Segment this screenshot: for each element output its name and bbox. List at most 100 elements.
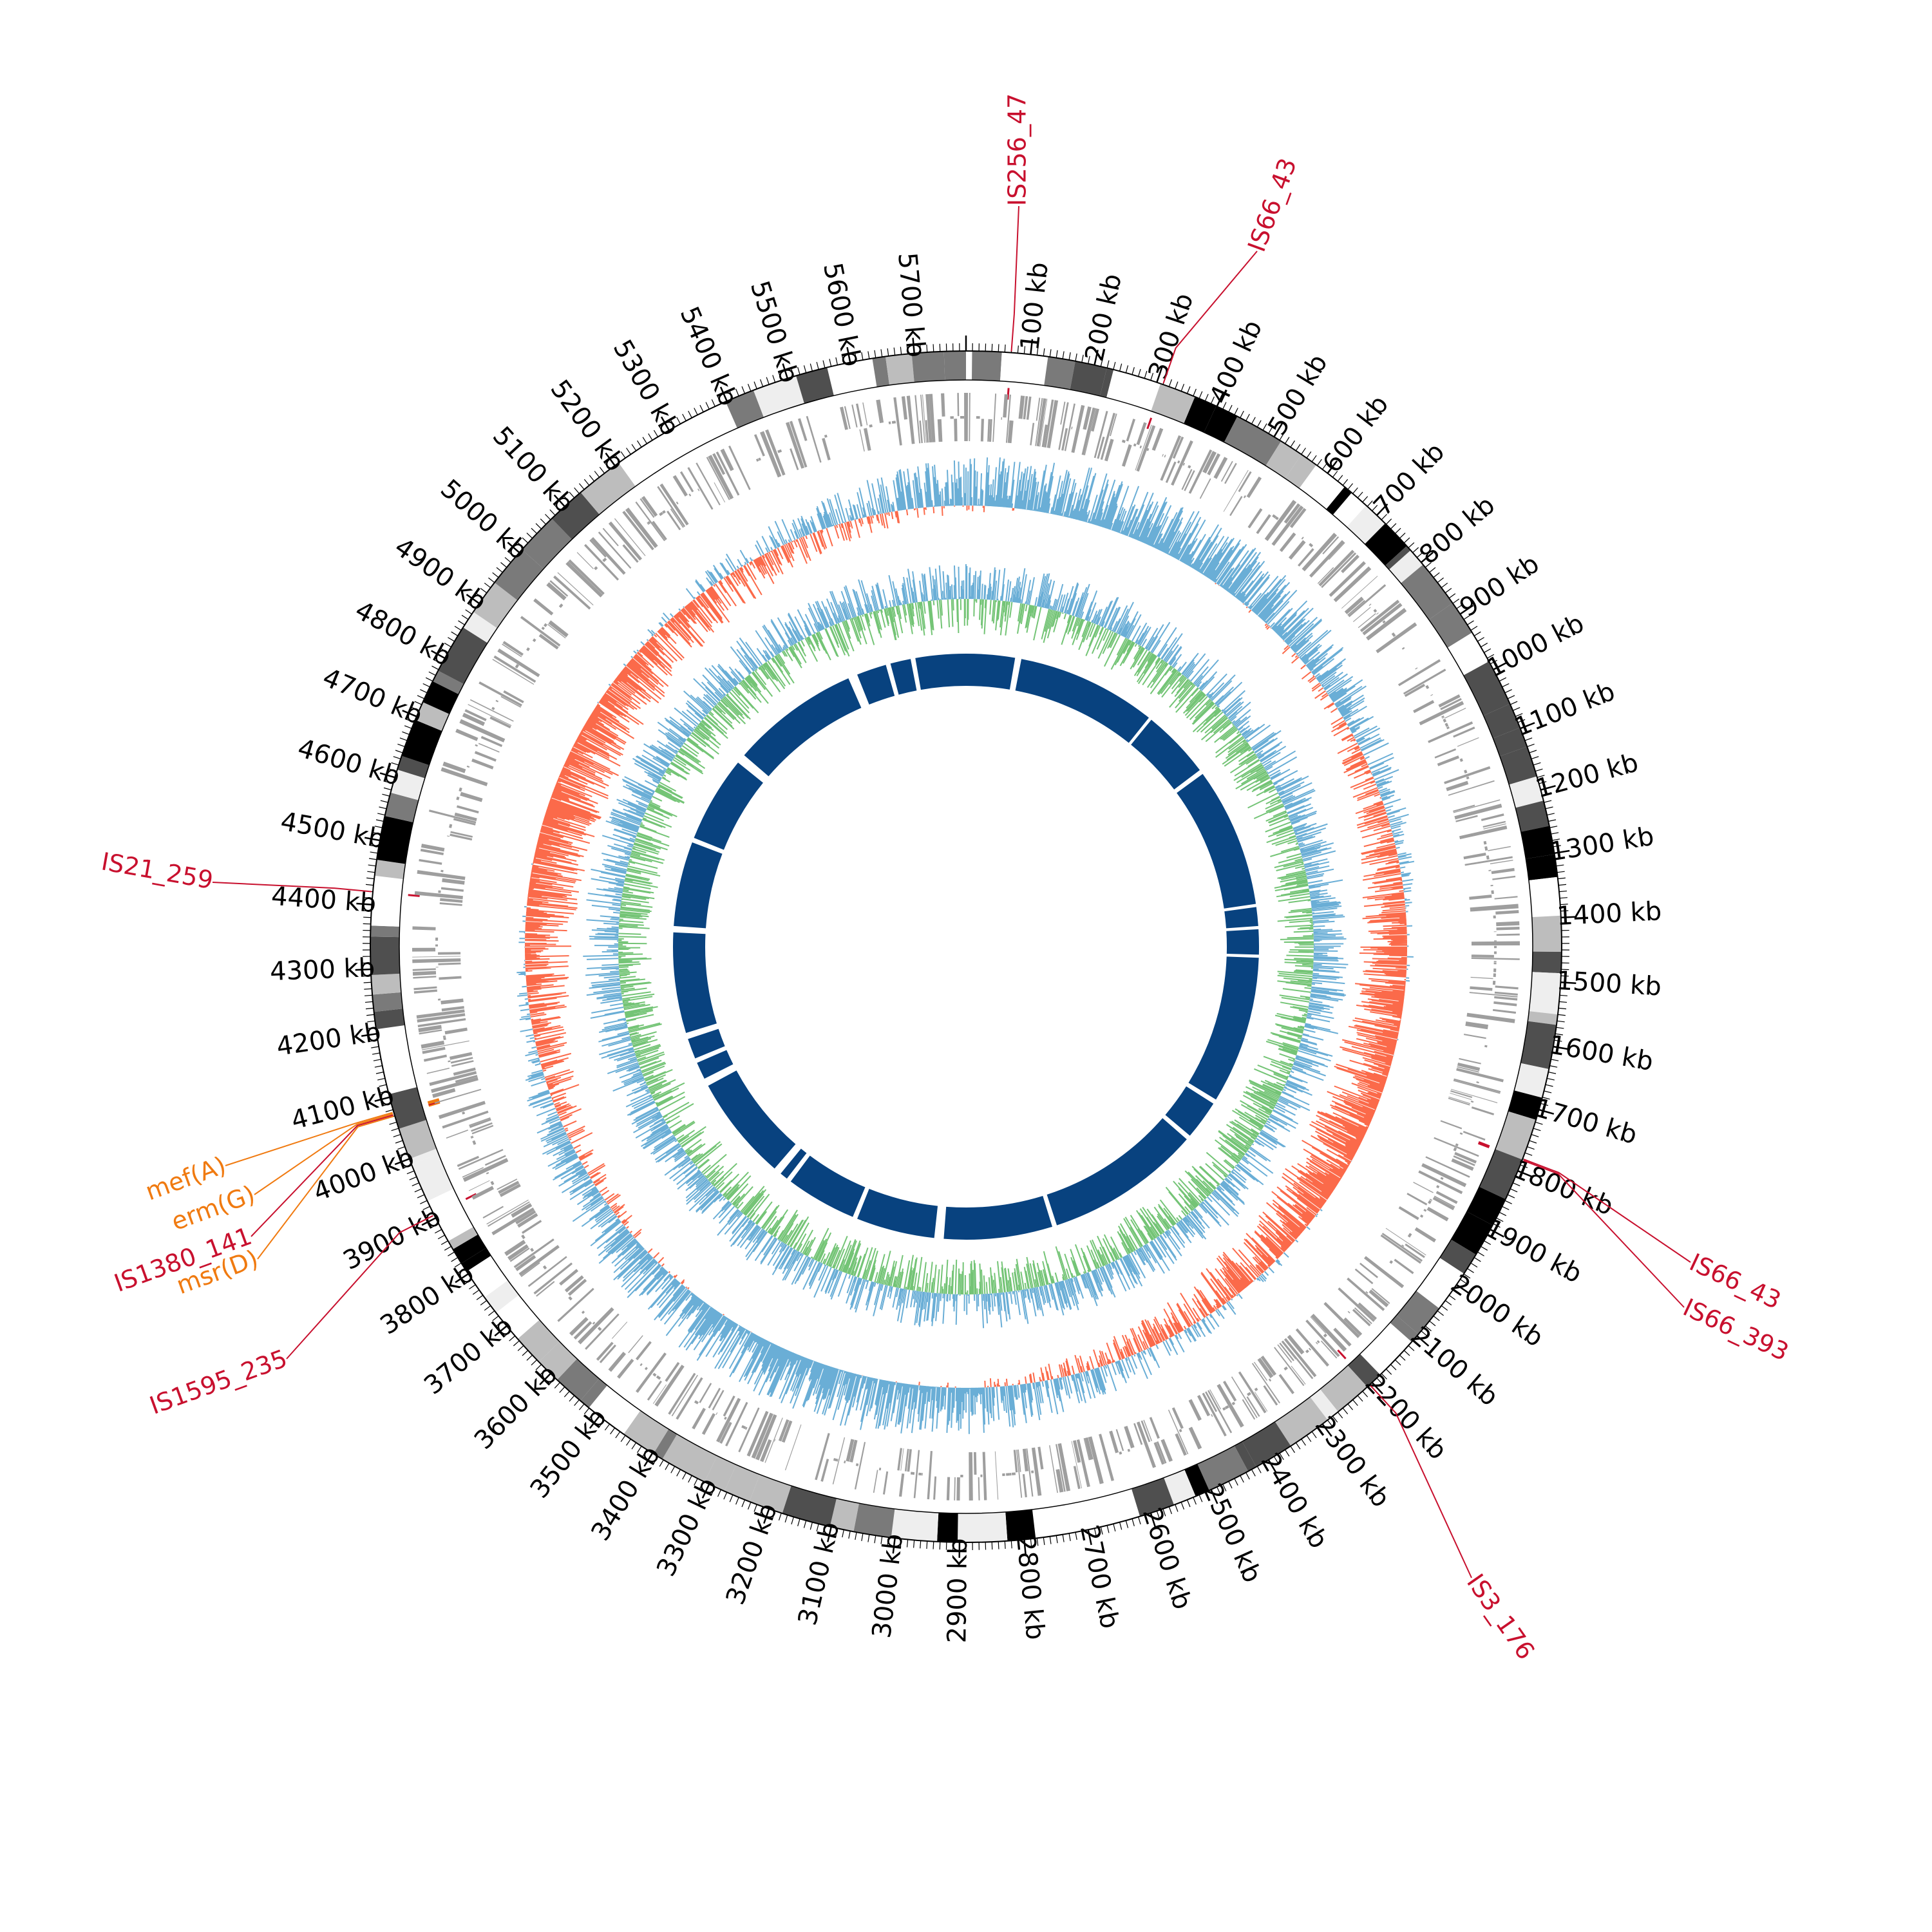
major-tick — [402, 710, 417, 717]
minor-tick — [435, 659, 442, 665]
minor-tick — [822, 1525, 826, 1533]
minor-tick — [1068, 352, 1071, 361]
minor-tick — [1245, 1472, 1250, 1480]
minor-tick — [920, 345, 922, 353]
ideogram-band — [1332, 493, 1367, 527]
minor-tick — [1412, 547, 1419, 553]
ideogram-band — [1365, 523, 1407, 565]
blast-hit-block — [790, 1155, 866, 1217]
minor-tick — [391, 1128, 399, 1132]
feature-mark — [428, 1101, 440, 1107]
ideogram-band — [1197, 1446, 1249, 1491]
minor-tick — [431, 665, 439, 670]
blast-hit-track — [673, 654, 1260, 1240]
minor-tick — [1332, 471, 1338, 478]
major-tick — [1321, 1423, 1332, 1437]
ideogram-band — [1528, 876, 1561, 918]
major-tick — [1371, 1381, 1383, 1395]
minor-tick — [1515, 713, 1523, 717]
minor-tick — [465, 1279, 472, 1284]
minor-tick — [583, 478, 590, 486]
ideogram-band — [1184, 1464, 1209, 1497]
minor-tick — [998, 1541, 999, 1549]
minor-tick — [615, 1431, 621, 1439]
minor-tick — [1545, 806, 1553, 810]
minor-tick — [437, 1235, 445, 1240]
minor-tick — [1504, 1200, 1512, 1204]
callout-leader-line — [257, 1115, 394, 1260]
minor-tick — [1222, 1484, 1227, 1492]
minor-tick — [540, 518, 547, 525]
minor-tick — [1554, 1039, 1562, 1042]
minor-tick — [699, 1481, 704, 1489]
minor-tick — [1555, 858, 1564, 860]
minor-tick — [389, 768, 397, 772]
minor-tick — [810, 363, 813, 372]
minor-tick — [1088, 355, 1090, 364]
callout-leader-line — [286, 1215, 433, 1359]
minor-tick — [1106, 360, 1110, 368]
callout-leader-line — [225, 1112, 393, 1166]
minor-tick — [1251, 417, 1256, 424]
minor-tick — [451, 631, 459, 636]
ideogram-band — [782, 1486, 837, 1527]
major-tick — [421, 1217, 437, 1226]
minor-tick — [1433, 1315, 1440, 1321]
minor-tick — [842, 355, 844, 364]
minor-tick — [1010, 1540, 1012, 1549]
minor-tick — [1549, 826, 1558, 828]
minor-tick — [1023, 346, 1026, 354]
minor-tick — [373, 1059, 381, 1061]
minor-tick — [1362, 1390, 1368, 1397]
ideogram-band — [386, 1077, 417, 1095]
minor-tick — [1467, 620, 1474, 625]
minor-tick — [444, 1245, 451, 1251]
minor-tick — [492, 1315, 499, 1321]
minor-tick — [1125, 1520, 1129, 1528]
minor-tick — [1175, 1504, 1179, 1512]
minor-tick — [1524, 737, 1533, 741]
blast-hit-block — [857, 665, 895, 705]
minor-tick — [803, 365, 807, 374]
minor-tick — [797, 1519, 800, 1526]
major-tick — [827, 1526, 832, 1542]
minor-tick — [1558, 1007, 1567, 1010]
minor-tick — [1448, 1294, 1456, 1300]
minor-tick — [428, 671, 436, 676]
minor-tick — [1049, 1536, 1052, 1544]
minor-tick — [1551, 1059, 1559, 1061]
minor-tick — [574, 487, 580, 494]
minor-tick — [642, 1449, 648, 1457]
ideogram-band — [1084, 1488, 1141, 1530]
major-tick — [1520, 722, 1535, 730]
feature-marks-track — [408, 388, 1490, 1359]
ideogram-band — [1479, 1149, 1522, 1199]
minor-tick — [1452, 1289, 1460, 1295]
minor-tick — [476, 593, 484, 599]
minor-tick — [1512, 706, 1520, 711]
minor-tick — [1342, 478, 1349, 486]
minor-tick — [1544, 1090, 1552, 1094]
minor-tick — [1256, 1466, 1262, 1473]
minor-tick — [1068, 1533, 1071, 1541]
feature-mark — [1477, 1142, 1490, 1149]
minor-tick — [1075, 353, 1077, 361]
minor-tick — [694, 408, 698, 415]
minor-tick — [753, 381, 757, 390]
ideogram-band — [1466, 1186, 1506, 1226]
ideogram-band — [653, 1429, 677, 1459]
minor-tick — [1100, 1526, 1103, 1535]
major-tick — [1554, 849, 1570, 855]
minor-tick — [1529, 1140, 1537, 1144]
blast-hit-block — [890, 659, 917, 695]
minor-tick — [848, 1531, 851, 1539]
minor-tick — [504, 557, 511, 563]
ideogram-band — [1428, 603, 1472, 648]
ideogram-band — [654, 421, 699, 464]
minor-tick — [803, 1520, 807, 1528]
ideogram-band — [589, 1385, 641, 1435]
major-tick — [553, 494, 565, 507]
minor-tick — [461, 614, 469, 620]
minor-tick — [500, 562, 507, 568]
minor-tick — [747, 384, 752, 392]
